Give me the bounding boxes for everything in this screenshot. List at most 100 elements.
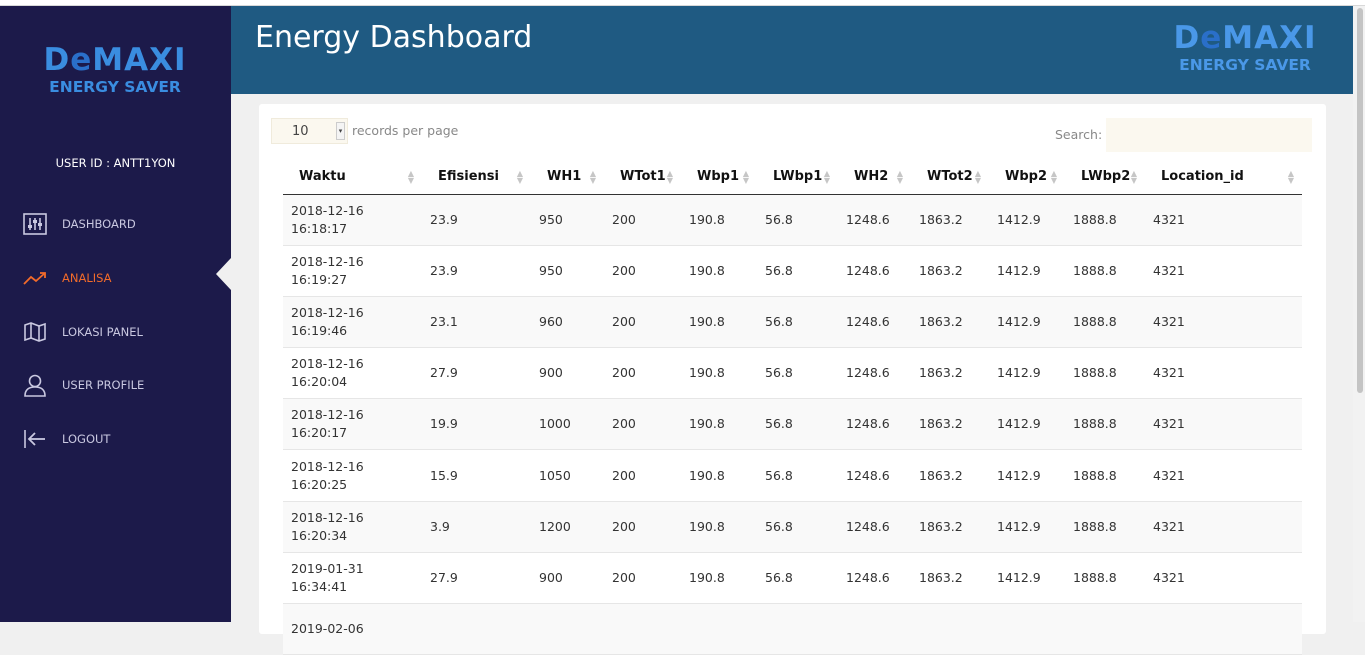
page-scrollbar[interactable] bbox=[1353, 6, 1365, 622]
table-row[interactable]: 2018-12-16 16:19:27 23.9 950 200 190.8 56.8 12… bbox=[283, 245, 1302, 297]
column-header-wtot2[interactable]: WTot2 ▲ ▼ bbox=[911, 160, 989, 195]
sort-icon: ▲ ▼ bbox=[823, 169, 830, 185]
table-row[interactable]: 2018-12-16 16:20:25 15.9 1050 200 190.8 56.8 1… bbox=[283, 449, 1302, 502]
table-cell: 56.8 bbox=[757, 194, 838, 246]
table-cell: 200 bbox=[604, 398, 681, 451]
sidebar-item-label: ANALISA bbox=[62, 271, 112, 285]
table-cell: 4321 bbox=[1145, 552, 1302, 605]
table-cell: 1888.8 bbox=[1065, 245, 1145, 297]
table-cell: 190.8 bbox=[681, 347, 757, 400]
table-cell: 950 bbox=[531, 194, 604, 246]
table-cell: 1200 bbox=[531, 501, 604, 553]
table-cell: 1863.2 bbox=[911, 552, 989, 605]
table-cell: 4321 bbox=[1145, 296, 1302, 349]
table-cell: 56.8 bbox=[757, 552, 838, 605]
table-row[interactable]: 2018-12-16 16:20:17 19.9 1000 200 190.8 56.8 1… bbox=[283, 398, 1302, 451]
table-row[interactable]: 2018-12-16 16:20:04 27.9 900 200 190.8 56.8 12… bbox=[283, 347, 1302, 400]
table-cell bbox=[911, 603, 989, 655]
table-cell: 960 bbox=[531, 296, 604, 349]
table-cell: 15.9 bbox=[422, 449, 531, 502]
table-cell: 1248.6 bbox=[838, 398, 911, 451]
table-cell: 23.9 bbox=[422, 245, 531, 297]
column-header-lwbp2[interactable]: LWbp2 ▲ ▼ bbox=[1065, 160, 1145, 195]
column-header-wh1[interactable]: WH1 ▲ ▼ bbox=[531, 160, 604, 195]
page-length-select[interactable]: 10 ▾ bbox=[271, 118, 348, 144]
table-cell: 1888.8 bbox=[1065, 347, 1145, 400]
active-indicator bbox=[216, 258, 231, 290]
chevron-down-icon: ▾ bbox=[336, 122, 345, 140]
table-cell: 4321 bbox=[1145, 194, 1302, 246]
table-cell: 1888.8 bbox=[1065, 296, 1145, 349]
table-cell: 56.8 bbox=[757, 296, 838, 349]
sidebar-item-dashboard[interactable]: DASHBOARD bbox=[22, 210, 222, 238]
table-cell: 1412.9 bbox=[989, 552, 1065, 605]
table-row[interactable]: 2018-12-16 16:18:17 23.9 950 200 190.8 56.8 12… bbox=[283, 194, 1302, 246]
column-header-wbp1[interactable]: Wbp1 ▲ ▼ bbox=[681, 160, 757, 195]
table-cell: 1412.9 bbox=[989, 501, 1065, 553]
sidebar-item-label: DASHBOARD bbox=[62, 217, 136, 231]
sidebar-item-logout[interactable]: LOGOUT bbox=[22, 425, 222, 453]
table-cell: 1863.2 bbox=[911, 194, 989, 246]
table-cell: 1412.9 bbox=[989, 347, 1065, 400]
top-edge bbox=[0, 0, 1365, 6]
column-header-waktu[interactable]: Waktu ▲ ▼ bbox=[283, 160, 422, 195]
table-cell: 200 bbox=[604, 552, 681, 605]
table-cell bbox=[989, 603, 1065, 655]
sidebar-item-label: USER PROFILE bbox=[62, 378, 145, 392]
table-row[interactable]: 2019-01-31 16:34:41 27.9 900 200 190.8 56.8 12… bbox=[283, 552, 1302, 605]
table-cell: 2018-12-16 16:20:25 bbox=[283, 449, 422, 502]
table-cell bbox=[422, 603, 531, 655]
table-cell: 1248.6 bbox=[838, 501, 911, 553]
logout-icon bbox=[22, 426, 48, 452]
brand-tagline: ENERGY SAVER bbox=[49, 78, 181, 96]
sidebar-item-analisa[interactable]: ANALISA bbox=[22, 264, 222, 292]
column-header-lwbp1[interactable]: LWbp1 ▲ ▼ bbox=[757, 160, 838, 195]
scrollbar-thumb[interactable] bbox=[1357, 8, 1363, 393]
table-cell: 190.8 bbox=[681, 552, 757, 605]
table-cell: 200 bbox=[604, 296, 681, 349]
table-cell: 1412.9 bbox=[989, 245, 1065, 297]
column-header-wbp2[interactable]: Wbp2 ▲ ▼ bbox=[989, 160, 1065, 195]
column-header-wh2[interactable]: WH2 ▲ ▼ bbox=[838, 160, 911, 195]
table-cell: 1863.2 bbox=[911, 245, 989, 297]
page-title: Energy Dashboard bbox=[255, 20, 533, 55]
table-cell: 1412.9 bbox=[989, 398, 1065, 451]
column-header-location-id[interactable]: Location_id ▲ ▼ bbox=[1145, 160, 1302, 195]
table-row[interactable]: 2018-12-16 16:20:34 3.9 1200 200 190.8 56.8 12… bbox=[283, 501, 1302, 553]
user-id-label: USER ID : ANTT1YON bbox=[55, 156, 176, 170]
column-header-efisiensi[interactable]: Efisiensi ▲ ▼ bbox=[422, 160, 531, 195]
table-cell: 2018-12-16 16:20:17 bbox=[283, 398, 422, 451]
brand-tagline: ENERGY SAVER bbox=[1179, 56, 1311, 74]
table-cell: 4321 bbox=[1145, 449, 1302, 502]
sidebar-logo[interactable]: DeMAXI ENERGY SAVER bbox=[35, 43, 195, 97]
map-icon bbox=[22, 319, 48, 345]
table-cell: 1863.2 bbox=[911, 449, 989, 502]
table-cell: 200 bbox=[604, 501, 681, 553]
sort-icon: ▲ ▼ bbox=[974, 169, 981, 185]
search-input[interactable] bbox=[1106, 118, 1312, 152]
table-cell bbox=[604, 603, 681, 655]
sort-icon: ▲ ▼ bbox=[742, 169, 749, 185]
brand-name: DeMAXI bbox=[43, 42, 187, 78]
table-cell: 4321 bbox=[1145, 347, 1302, 400]
table-row[interactable]: 2019-02-06 bbox=[283, 603, 1302, 655]
table-cell: 950 bbox=[531, 245, 604, 297]
brand-name: DeMAXI bbox=[1173, 20, 1317, 56]
sort-icon: ▲ ▼ bbox=[1287, 169, 1294, 185]
table-cell: 1888.8 bbox=[1065, 501, 1145, 553]
table-row[interactable]: 2018-12-16 16:19:46 23.1 960 200 190.8 56.8 12… bbox=[283, 296, 1302, 349]
sidebar-item-lokasi-panel[interactable]: LOKASI PANEL bbox=[22, 318, 222, 346]
sort-icon: ▲ ▼ bbox=[896, 169, 903, 185]
table-cell: 23.9 bbox=[422, 194, 531, 246]
table-cell: 190.8 bbox=[681, 194, 757, 246]
table-cell bbox=[1065, 603, 1145, 655]
table-cell: 1000 bbox=[531, 398, 604, 451]
table-cell: 2019-02-06 bbox=[283, 603, 422, 655]
table-cell: 190.8 bbox=[681, 296, 757, 349]
table-cell: 1888.8 bbox=[1065, 398, 1145, 451]
sidebar-item-user-profile[interactable]: USER PROFILE bbox=[22, 371, 222, 399]
header-logo[interactable]: DeMAXI ENERGY SAVER bbox=[1165, 21, 1325, 75]
sort-icon: ▲ ▼ bbox=[407, 169, 414, 185]
trend-up-icon bbox=[22, 265, 48, 291]
column-header-wtot1[interactable]: WTot1 ▲ ▼ bbox=[604, 160, 681, 195]
